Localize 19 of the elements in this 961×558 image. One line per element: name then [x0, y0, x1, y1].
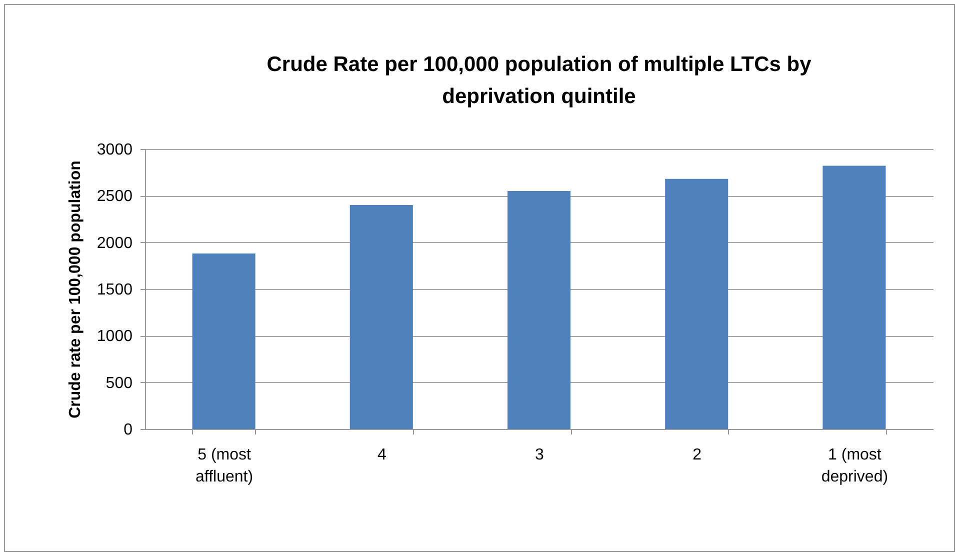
bar	[822, 166, 886, 429]
y-tick-label: 2000	[96, 234, 133, 252]
y-tick-label: 1000	[96, 328, 133, 346]
bar	[350, 205, 413, 429]
x-tick-label: 4	[377, 446, 386, 464]
y-tick-label: 500	[106, 374, 133, 392]
bar	[665, 178, 728, 429]
y-axis-title: Crude rate per 100,000 population	[66, 160, 84, 418]
bar	[192, 254, 256, 429]
y-tick-label: 2500	[96, 188, 133, 206]
x-tick-label: 5 (most affluent)	[196, 446, 254, 486]
chart-title: Crude Rate per 100,000 population of multiple LTCs by deprivation quintile	[266, 53, 812, 108]
y-tick-label: 3000	[96, 142, 133, 158]
x-tick-label: 2	[692, 446, 702, 464]
bar	[507, 191, 571, 429]
x-tick-label: 3	[535, 446, 544, 464]
y-tick-label: 1500	[96, 282, 133, 298]
y-tick-label: 0	[124, 422, 133, 438]
x-tick-label: 1 (most deprived)	[821, 446, 888, 486]
